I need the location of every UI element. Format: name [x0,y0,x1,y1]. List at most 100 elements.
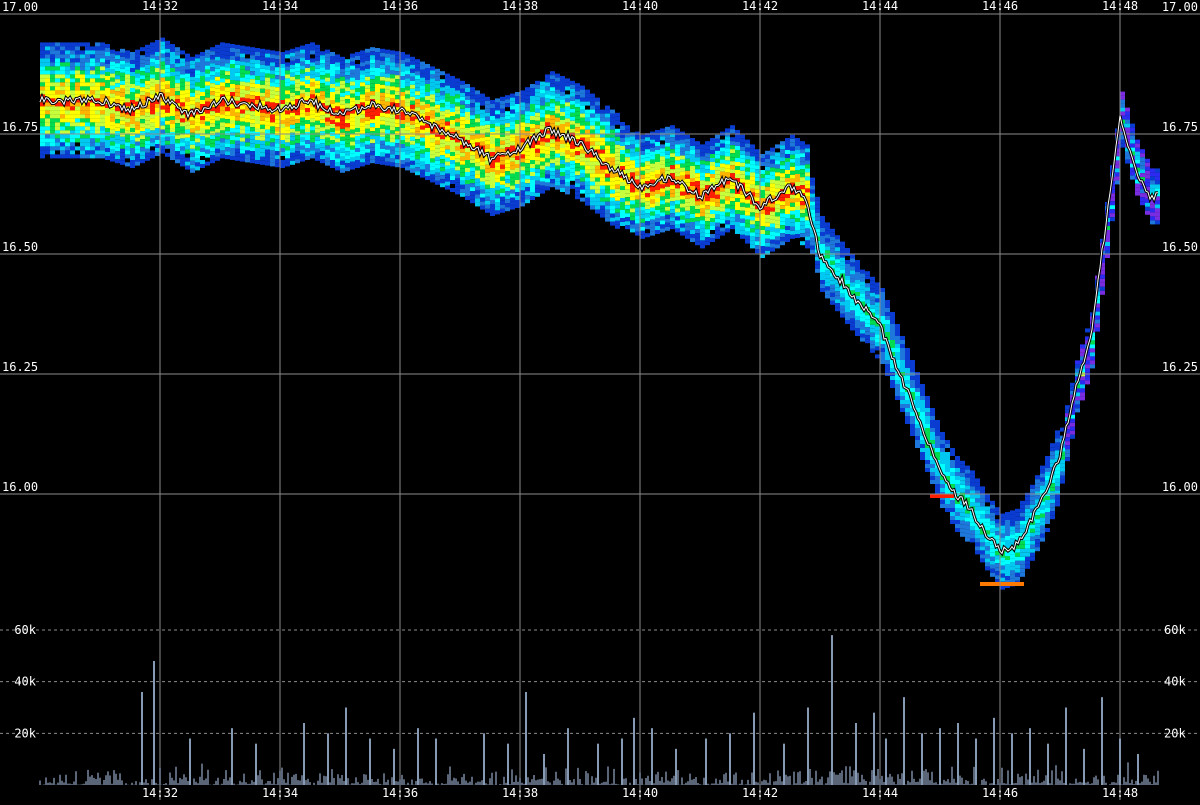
heat-cell [540,177,545,182]
heat-cell [855,332,860,336]
heat-cell [770,167,775,172]
heat-cell [280,92,285,96]
heat-cell [130,144,135,148]
heat-cell [340,104,345,109]
heat-cell [205,145,210,150]
heat-cell [410,136,415,141]
heat-cell [955,512,960,516]
heat-cell [705,193,710,198]
heat-cell [660,156,665,161]
heat-cell [50,138,55,143]
heat-cell [445,149,450,154]
heat-cell [65,78,70,83]
heat-cell [280,136,285,140]
heat-cell [370,127,375,132]
heat-cell [295,63,300,68]
heat-cell [90,54,95,59]
heat-cell [345,139,350,144]
heat-cell [450,96,455,100]
heat-cell [360,74,365,79]
heat-cell [505,143,510,148]
heat-cell [105,84,110,88]
heat-cell [65,114,70,119]
heat-cell [490,200,495,204]
heat-cell [890,368,895,372]
heat-cell [210,63,215,68]
heat-cell [405,114,410,119]
heat-cell [785,162,790,166]
heat-cell [770,163,775,168]
heat-cell [600,113,605,118]
heat-cell [230,60,235,64]
heat-cell [205,73,210,78]
heat-cell [105,116,110,120]
heat-cell [400,72,405,76]
heat-cell [780,149,785,154]
heat-cell [575,135,580,140]
heat-cell [710,222,715,226]
heat-cell [255,124,260,128]
heat-cell [290,112,295,117]
heat-cell [685,210,690,215]
heat-cell [90,82,95,87]
heat-cell [365,160,370,165]
heat-cell [490,104,495,108]
heat-cell [415,95,420,100]
heat-cell [265,133,270,138]
heat-cell [855,320,860,324]
heat-cell [275,63,280,68]
heat-cell [605,109,610,114]
heat-cell [590,189,595,194]
heat-cell [340,72,345,77]
heat-cell [135,125,140,130]
heat-cell [135,109,140,114]
heat-cell [220,98,225,103]
heat-cell [245,154,250,159]
heat-cell [170,104,175,108]
heat-cell [330,116,335,120]
heat-cell [340,80,345,85]
heat-cell [65,82,70,87]
heat-cell [640,150,645,155]
heat-cell [65,122,70,127]
heat-cell [335,70,340,75]
heat-cell [555,113,560,118]
heat-cell [615,120,620,125]
heat-cell [670,157,675,162]
heat-cell [850,254,855,259]
heat-cell [660,204,665,209]
heat-cell [140,59,145,64]
heat-cell [295,95,300,100]
heat-cell [595,113,600,118]
heat-cell [695,205,700,210]
heat-cell [780,169,785,174]
heat-cell [365,72,370,77]
heat-cell [335,134,340,139]
heat-cell [975,510,980,515]
heat-cell [70,42,75,47]
heat-cell [145,60,150,65]
heat-cell [110,133,115,138]
heat-cell [735,218,740,222]
heat-cell [545,130,550,135]
heat-cell [655,210,660,214]
heat-cell [150,42,155,47]
heat-cell [185,137,190,142]
heat-cell [355,164,360,168]
heat-cell [810,229,815,234]
heat-cell [350,125,355,130]
heat-cell [250,63,255,68]
heat-cell [550,135,555,140]
heat-cell [160,69,165,74]
heat-cell [300,133,305,138]
heat-cell [435,84,440,89]
heat-cell [680,215,685,220]
heat-cell [90,130,95,135]
heat-cell [125,146,130,151]
heat-cell [180,142,185,147]
heat-cell [410,120,415,125]
heat-cell [685,218,690,223]
heat-cell [655,146,660,150]
heat-cell [975,502,980,507]
heat-cell [895,328,900,332]
